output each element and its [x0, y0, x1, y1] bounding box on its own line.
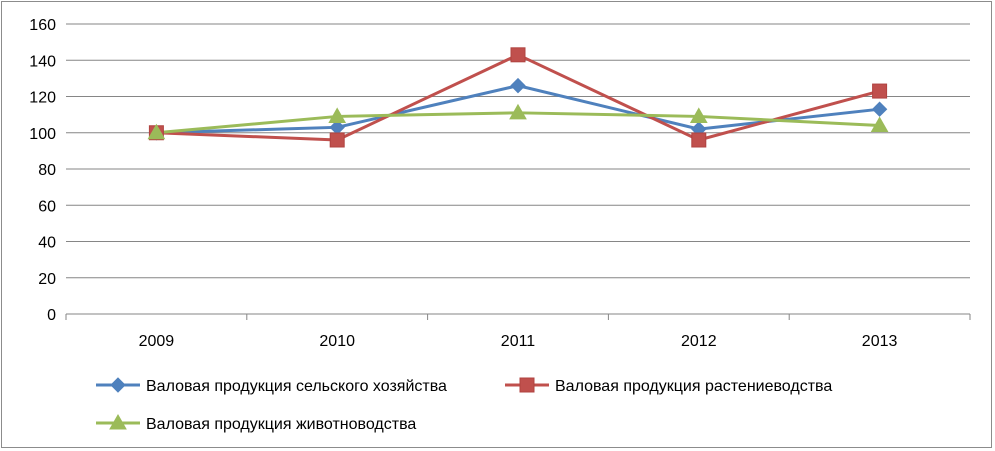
legend-marker-1	[110, 377, 126, 393]
y-tick-label: 0	[47, 307, 56, 324]
legend-marker-2	[519, 377, 535, 393]
x-tick-label: 2009	[139, 333, 175, 350]
data-point-3	[147, 123, 166, 140]
data-point-2	[691, 132, 707, 148]
data-point-2	[329, 132, 345, 148]
y-tick-label: 20	[38, 271, 56, 288]
data-point-3	[328, 107, 347, 123]
x-tick-label: 2012	[681, 333, 717, 350]
x-tick-label: 2010	[319, 333, 355, 350]
legend-marker-3	[109, 413, 127, 430]
y-tick-label: 80	[38, 162, 56, 179]
legend-label-2: Валовая продукция растениеводства	[555, 378, 832, 395]
data-point-3	[870, 116, 889, 132]
data-point-1	[510, 77, 526, 94]
y-tick-label: 120	[29, 90, 56, 107]
y-tick-label: 140	[29, 53, 56, 70]
data-point-1	[871, 101, 888, 117]
x-tick-label: 2013	[862, 333, 898, 350]
y-tick-label: 60	[38, 198, 56, 215]
x-tick-label: 2011	[501, 333, 536, 350]
data-point-2	[872, 83, 888, 99]
y-tick-label: 40	[38, 235, 56, 252]
data-point-2	[510, 47, 526, 63]
legend-label-1: Валовая продукция сельского хозяйства	[146, 378, 447, 395]
series-line-2	[156, 53, 880, 142]
y-tick-label: 160	[29, 17, 56, 34]
data-point-3	[509, 103, 527, 120]
legend-label-3: Валовая продукция животноводства	[146, 416, 416, 433]
data-point-3	[689, 107, 708, 123]
y-tick-label: 100	[29, 126, 56, 143]
